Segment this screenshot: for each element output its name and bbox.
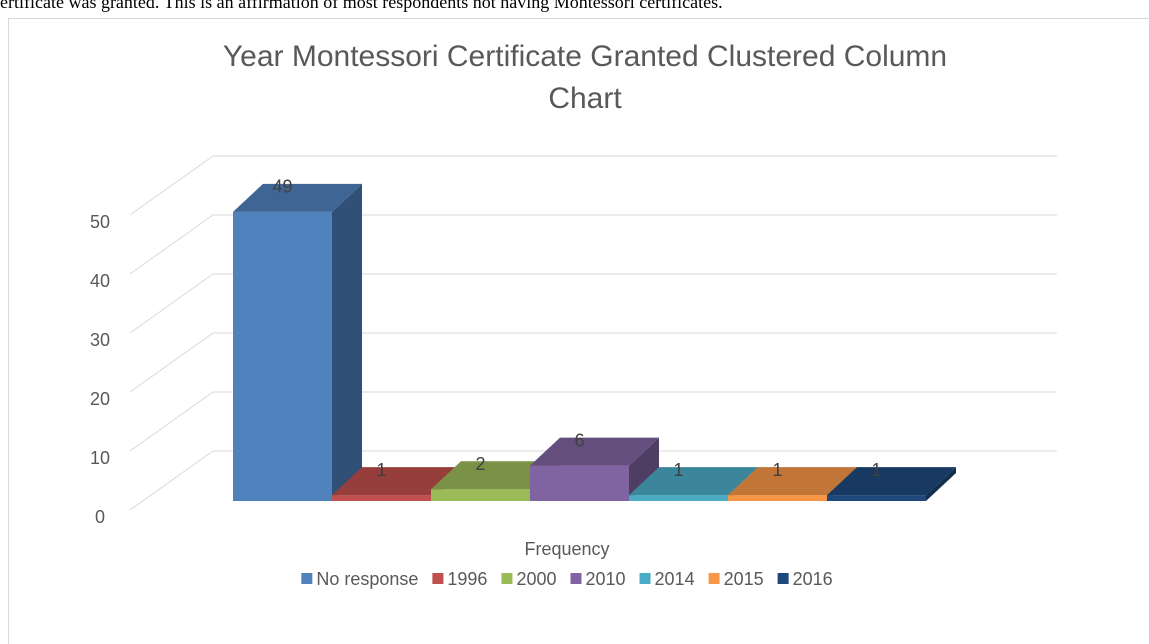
- chart-title: Year Montessori Certificate Granted Clus…: [223, 40, 947, 73]
- y-tick-label: 10: [90, 448, 110, 468]
- grid-line: [129, 332, 1057, 393]
- bar-front: [332, 495, 431, 501]
- data-label: 1: [673, 460, 683, 480]
- bar-top: [431, 461, 560, 490]
- bar-front: [629, 495, 728, 501]
- data-label: 1: [376, 460, 386, 480]
- bar-front: [827, 495, 926, 501]
- bar-top: [629, 467, 758, 496]
- grid-line: [129, 273, 1057, 334]
- bar-top: [827, 467, 956, 496]
- bar-side: [926, 467, 956, 501]
- grid-line: [129, 450, 1057, 511]
- bar-top: [332, 467, 461, 496]
- legend-label: 1996: [447, 569, 487, 589]
- bar-top: [233, 183, 362, 212]
- x-tick-label: Frequency: [524, 539, 609, 559]
- data-label: 1: [772, 460, 782, 480]
- data-label: 1: [871, 460, 881, 480]
- chart-frame: [8, 18, 1149, 644]
- y-tick-label: 50: [90, 212, 110, 232]
- legend-swatch: [432, 573, 444, 584]
- legend-label: 2016: [793, 569, 833, 589]
- y-tick-label: 0: [95, 507, 105, 527]
- data-label: 6: [574, 430, 584, 450]
- legend-swatch: [301, 573, 313, 584]
- bar-front: [728, 495, 827, 501]
- grid-line: [129, 391, 1057, 452]
- data-label: 49: [272, 177, 292, 197]
- chart-title: Chart: [548, 82, 622, 115]
- y-tick-label: 30: [90, 330, 110, 350]
- bar-front: [431, 489, 530, 501]
- legend-label: 2010: [585, 569, 625, 589]
- legend-label: 2000: [516, 569, 556, 589]
- legend-swatch: [777, 573, 789, 584]
- grid-line: [129, 155, 1057, 216]
- legend-label: 2014: [655, 569, 695, 589]
- legend-label: No response: [316, 569, 418, 589]
- bar-top: [530, 437, 659, 466]
- data-label: 2: [475, 454, 485, 474]
- legend-swatch: [639, 573, 651, 584]
- legend-swatch: [501, 573, 513, 584]
- bar-front: [233, 211, 332, 501]
- legend-swatch: [708, 573, 720, 584]
- legend-swatch: [570, 573, 582, 584]
- legend-label: 2015: [724, 569, 764, 589]
- bar-front: [530, 465, 629, 501]
- y-tick-label: 40: [90, 271, 110, 291]
- y-tick-label: 20: [90, 389, 110, 409]
- bar-top: [728, 467, 857, 496]
- document-text: ertificate was granted. This is an affir…: [0, 0, 723, 12]
- bar-side: [332, 183, 362, 501]
- grid-line: [129, 214, 1057, 275]
- bar-side: [629, 437, 659, 501]
